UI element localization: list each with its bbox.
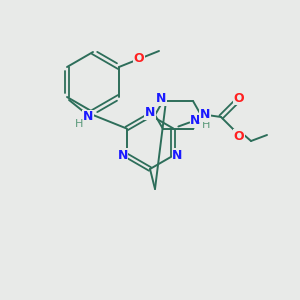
Text: N: N (200, 109, 210, 122)
Text: O: O (234, 130, 244, 142)
Text: H: H (75, 119, 83, 129)
Text: H: H (200, 109, 208, 118)
Text: N: N (83, 110, 93, 124)
Text: O: O (134, 52, 144, 65)
Text: H: H (202, 121, 211, 130)
Text: O: O (234, 92, 244, 104)
Text: N: N (156, 92, 166, 106)
Text: N: N (172, 149, 183, 162)
Text: N: N (145, 106, 155, 119)
Text: N: N (117, 149, 128, 162)
Text: N: N (190, 114, 201, 127)
